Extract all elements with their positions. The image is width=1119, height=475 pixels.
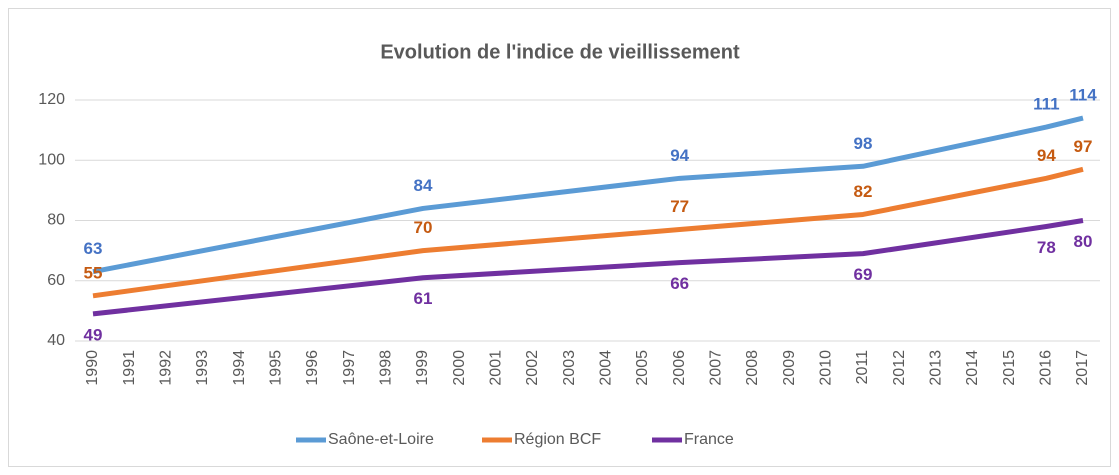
data-label: 98 [854, 134, 873, 153]
data-label: 63 [84, 239, 103, 258]
x-tick-label: 1993 [194, 350, 211, 386]
data-label: 77 [670, 197, 689, 216]
legend-label: Saône-et-Loire [328, 431, 434, 448]
x-tick-label: 2016 [1038, 350, 1055, 386]
data-label: 78 [1037, 238, 1056, 257]
x-tick-label: 2013 [928, 350, 945, 386]
x-tick-label: 2004 [598, 350, 615, 386]
x-tick-label: 1998 [378, 350, 395, 386]
data-label: 55 [84, 263, 103, 282]
data-label: 80 [1074, 232, 1093, 251]
legend-label: Région BCF [514, 431, 601, 448]
data-label: 114 [1069, 86, 1097, 105]
x-tick-label: 2002 [524, 350, 541, 386]
x-tick-label: 2009 [781, 350, 798, 386]
data-label: 82 [854, 182, 873, 201]
data-label: 94 [670, 146, 689, 165]
data-label: 84 [414, 176, 433, 195]
data-label: 70 [414, 218, 433, 237]
x-tick-label: 1994 [231, 350, 248, 386]
x-tick-label: 2017 [1074, 350, 1091, 386]
data-label: 69 [854, 265, 873, 284]
data-label: 111 [1033, 95, 1060, 114]
x-tick-label: 1991 [121, 350, 138, 386]
x-tick-label: 2011 [854, 350, 871, 385]
x-tick-label: 2008 [744, 350, 761, 386]
data-label: 49 [84, 325, 103, 344]
x-tick-label: 1995 [268, 350, 285, 386]
series-line [92, 115, 1084, 275]
y-tick-label: 60 [47, 272, 65, 289]
y-tick-label: 100 [38, 151, 65, 168]
x-tick-label: 1992 [158, 350, 175, 386]
x-tick-label: 2014 [964, 350, 981, 386]
y-tick-label: 40 [47, 332, 65, 349]
x-tick-label: 2001 [488, 350, 505, 386]
series-line [92, 166, 1084, 299]
data-label: 61 [414, 289, 433, 308]
x-tick-label: 2005 [634, 350, 651, 386]
legend-label: France [684, 431, 734, 448]
x-tick-label: 2006 [671, 350, 688, 386]
x-tick-label: 2015 [1001, 350, 1018, 386]
chart-title: Evolution de l'indice de vieillissement [380, 41, 740, 63]
series-line [92, 218, 1084, 317]
x-tick-label: 1999 [414, 350, 431, 386]
x-tick-label: 1997 [341, 350, 358, 386]
x-tick-label: 2000 [451, 350, 468, 386]
y-tick-label: 80 [47, 212, 65, 229]
x-tick-label: 2010 [818, 350, 835, 386]
x-tick-label: 2012 [891, 350, 908, 386]
y-tick-label: 120 [38, 91, 65, 108]
x-tick-label: 2007 [708, 350, 725, 386]
data-label: 94 [1037, 146, 1056, 165]
x-tick-label: 1990 [84, 350, 101, 386]
x-tick-label: 2003 [561, 350, 578, 386]
data-label: 66 [670, 274, 689, 293]
x-tick-label: 1996 [304, 350, 321, 386]
data-label: 97 [1074, 137, 1093, 156]
